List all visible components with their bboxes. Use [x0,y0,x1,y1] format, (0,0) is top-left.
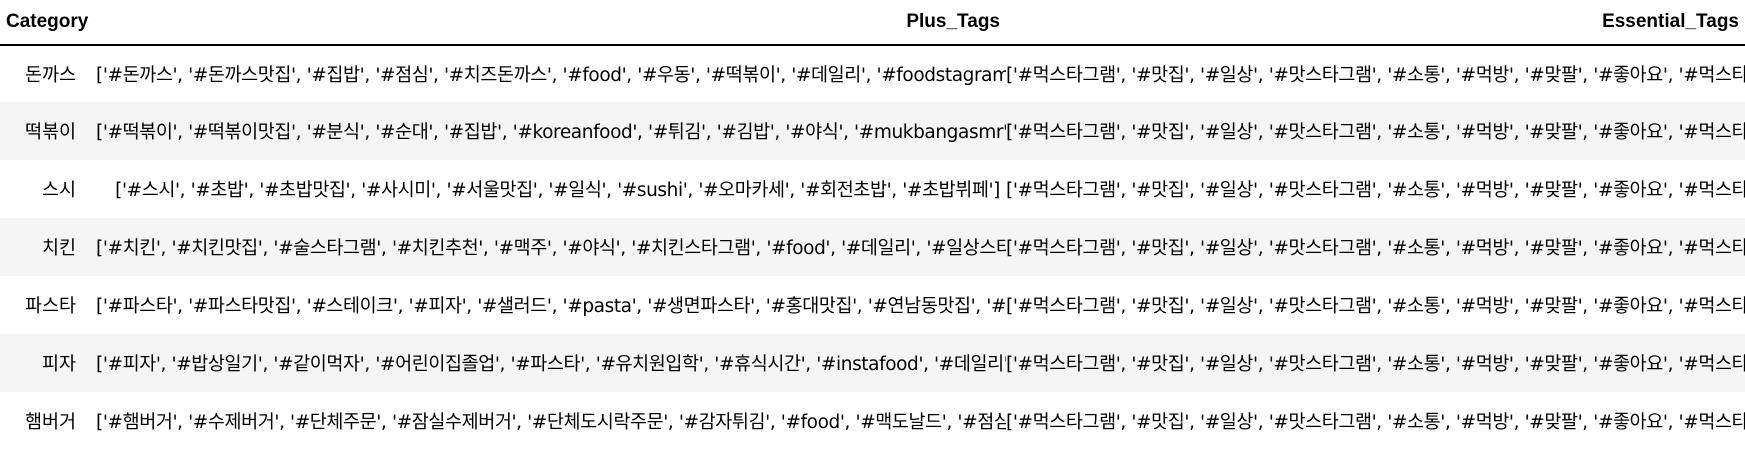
category-cell: 햄버거 [24,412,76,433]
column-header-category: Category [0,0,96,46]
category-cell: 돈까스 [24,65,76,86]
plus-tags-cell: ['#파스타', '#파스타맛집', '#스테이크', '#피자', '#샐러드… [96,296,1006,317]
plus-tags-cell: ['#돈까스', '#돈까스맛집', '#집밥', '#점심', '#치즈돈까스… [96,65,1006,86]
essential-tags-cell: ['#먹스타그램', '#맛집', '#일상', '#맛스타그램', '#소통'… [1006,65,1745,86]
plus-tags-cell: ['#피자', '#밥상일기', '#같이먹자', '#어린이집졸업', '#파… [96,334,1006,392]
plus-tags-cell: ['#치킨', '#치킨맛집', '#술스타그램', '#치킨추천', '#맥주… [96,218,1006,276]
column-header-plus-tags: Plus_Tags [96,0,1006,46]
table-row: 피자 ['#피자', '#밥상일기', '#같이먹자', '#어린이집졸업', … [0,334,1745,392]
dataframe-table: Category Plus_Tags Essential_Tags 돈까스 ['… [0,0,1745,450]
table-header: Category Plus_Tags Essential_Tags [0,0,1745,46]
essential-tags-cell: ['#먹스타그램', '#맛집', '#일상', '#맛스타그램', '#소통'… [1006,412,1745,433]
table-body: 돈까스 ['#돈까스', '#돈까스맛집', '#집밥', '#점심', '#치… [0,45,1745,450]
plus-tags-cell: ['#햄버거', '#수제버거', '#단체주문', '#잠실수제버거', '#… [96,412,1006,433]
category-cell: 치킨 [0,218,96,276]
plus-tags-cell: ['#스시', '#초밥', '#초밥맛집', '#사시미', '#서울맛집',… [115,180,1000,201]
column-header-essential-tags: Essential_Tags [1006,0,1745,46]
table-row: 떡볶이 ['#떡볶이', '#떡볶이맛집', '#분식', '#순대', '#집… [0,102,1745,160]
table-row: 돈까스 ['#돈까스', '#돈까스맛집', '#집밥', '#점심', '#치… [0,45,1745,102]
plus-tags-cell: ['#떡볶이', '#떡볶이맛집', '#분식', '#순대', '#집밥', … [96,102,1006,160]
essential-tags-cell: ['#먹스타그램', '#맛집', '#일상', '#맛스타그램', '#소통'… [1006,296,1745,317]
table-row: 햄버거 ['#햄버거', '#수제버거', '#단체주문', '#잠실수제버거'… [0,392,1745,450]
header-row: Category Plus_Tags Essential_Tags [0,0,1745,46]
category-cell: 스시 [41,180,76,201]
table-row: 치킨 ['#치킨', '#치킨맛집', '#술스타그램', '#치킨추천', '… [0,218,1745,276]
table-row: 파스타 ['#파스타', '#파스타맛집', '#스테이크', '#피자', '… [0,276,1745,334]
essential-tags-cell: ['#먹스타그램', '#맛집', '#일상', '#맛스타그램', '#소통'… [1006,334,1745,392]
category-cell: 파스타 [24,296,76,317]
category-cell: 피자 [0,334,96,392]
essential-tags-cell: ['#먹스타그램', '#맛집', '#일상', '#맛스타그램', '#소통'… [1006,218,1745,276]
category-cell: 떡볶이 [0,102,96,160]
essential-tags-cell: ['#먹스타그램', '#맛집', '#일상', '#맛스타그램', '#소통'… [1006,180,1745,201]
essential-tags-cell: ['#먹스타그램', '#맛집', '#일상', '#맛스타그램', '#소통'… [1006,102,1745,160]
table-row: 스시 ['#스시', '#초밥', '#초밥맛집', '#사시미', '#서울맛… [0,160,1745,218]
